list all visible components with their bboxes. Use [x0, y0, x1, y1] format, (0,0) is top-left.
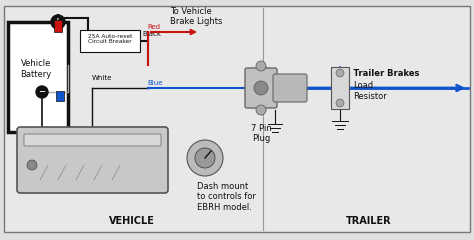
Text: Dash mount
to controls for
EBRH model.: Dash mount to controls for EBRH model.: [197, 182, 256, 212]
FancyBboxPatch shape: [273, 74, 307, 102]
Text: Vehicle
Battery: Vehicle Battery: [20, 59, 52, 79]
Circle shape: [195, 148, 215, 168]
Circle shape: [336, 99, 344, 107]
FancyBboxPatch shape: [24, 134, 161, 146]
Bar: [331, 67, 349, 109]
Bar: [56, 91, 64, 101]
Circle shape: [27, 160, 37, 170]
Text: Load
Resistor: Load Resistor: [353, 81, 387, 101]
Circle shape: [256, 61, 266, 71]
Text: −: −: [38, 87, 46, 96]
FancyBboxPatch shape: [245, 68, 277, 108]
Text: Black: Black: [142, 31, 161, 37]
Circle shape: [36, 86, 48, 98]
Circle shape: [254, 81, 268, 95]
Text: +: +: [54, 17, 62, 26]
FancyBboxPatch shape: [17, 127, 168, 193]
Text: Red: Red: [147, 24, 160, 30]
Text: Ground: Ground: [25, 164, 59, 173]
Text: To Vehicle
Brake Lights: To Vehicle Brake Lights: [170, 6, 222, 26]
Text: Blue: Blue: [147, 80, 163, 86]
Text: VEHICLE: VEHICLE: [109, 216, 155, 226]
Bar: [80, 30, 140, 52]
Text: 25A Auto-reset
Circuit Breaker: 25A Auto-reset Circuit Breaker: [88, 34, 132, 44]
Circle shape: [256, 105, 266, 115]
Text: TRAILER: TRAILER: [346, 216, 392, 226]
Bar: [8, 22, 68, 132]
Circle shape: [336, 69, 344, 77]
FancyBboxPatch shape: [4, 6, 470, 232]
Circle shape: [187, 140, 223, 176]
Text: To Trailer Brakes: To Trailer Brakes: [340, 69, 419, 78]
Text: White: White: [92, 75, 112, 81]
Text: 7 Pin
Plug: 7 Pin Plug: [251, 124, 272, 144]
Circle shape: [51, 15, 65, 29]
Bar: [54, 20, 62, 32]
